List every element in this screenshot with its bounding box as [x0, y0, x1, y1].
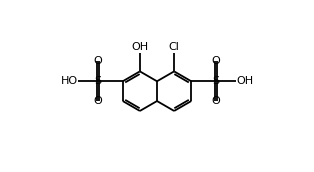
- Text: OH: OH: [236, 76, 253, 86]
- Text: S: S: [95, 76, 101, 86]
- Text: O: O: [94, 56, 102, 67]
- Text: O: O: [212, 96, 220, 106]
- Text: OH: OH: [131, 42, 149, 52]
- Text: O: O: [94, 96, 102, 106]
- Text: Cl: Cl: [169, 42, 180, 52]
- Text: S: S: [213, 76, 219, 86]
- Text: HO: HO: [61, 76, 78, 86]
- Text: O: O: [212, 56, 220, 67]
